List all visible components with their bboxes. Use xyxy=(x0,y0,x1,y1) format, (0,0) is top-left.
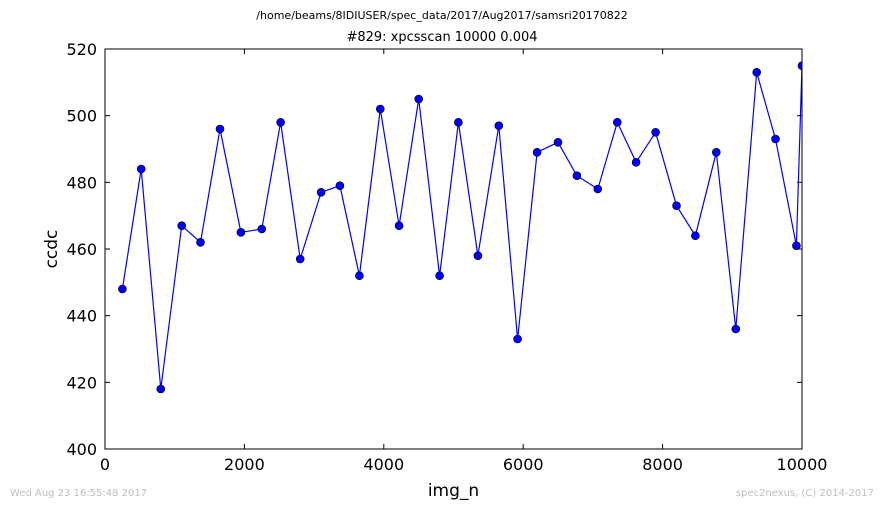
series-group xyxy=(118,61,802,394)
y-tick-label: 480 xyxy=(66,173,97,192)
data-point xyxy=(651,128,660,137)
x-tick-label: 8000 xyxy=(642,455,683,474)
chart-title: #829: xpcsscan 10000 0.004 xyxy=(346,30,538,45)
y-tick-label: 400 xyxy=(66,440,97,459)
data-point xyxy=(375,104,385,114)
data-point xyxy=(572,171,582,180)
data-point xyxy=(236,228,246,237)
data-point xyxy=(532,148,542,157)
data-point xyxy=(711,148,721,157)
timestamp: Wed Aug 23 16:55:48 2017 xyxy=(10,488,148,499)
x-tick-label: 0 xyxy=(100,455,110,474)
data-point xyxy=(177,221,186,230)
data-point xyxy=(414,94,424,104)
x-tick-label: 2000 xyxy=(224,455,265,474)
data-point xyxy=(792,241,801,250)
data-point xyxy=(691,231,700,240)
y-tick-label: 420 xyxy=(66,373,97,392)
data-point xyxy=(118,284,127,294)
data-point xyxy=(771,134,780,144)
data-point xyxy=(454,118,463,127)
data-point xyxy=(156,384,166,394)
file-path-title: /home/beams/8IDIUSER/spec_data/2017/Aug2… xyxy=(256,9,628,22)
y-tick-label: 440 xyxy=(66,307,97,326)
data-point xyxy=(672,201,681,210)
data-point xyxy=(355,271,364,281)
data-point xyxy=(631,158,641,167)
data-point xyxy=(752,68,762,77)
data-point xyxy=(797,61,802,70)
series-line xyxy=(121,65,802,390)
data-point xyxy=(215,124,225,134)
x-axis-label: img_n xyxy=(428,481,479,501)
y-axis-label: ccdc xyxy=(42,230,62,269)
x-tick-label: 6000 xyxy=(503,455,544,474)
data-point xyxy=(316,188,326,197)
data-point xyxy=(731,324,741,334)
credit-text: spec2nexus, (C) 2014-2017 xyxy=(735,488,874,499)
data-point xyxy=(257,224,267,234)
data-point xyxy=(136,164,146,174)
data-point xyxy=(612,118,622,127)
plot-frame xyxy=(104,48,803,450)
data-point xyxy=(553,138,563,147)
y-tick-label: 460 xyxy=(66,240,97,259)
data-point xyxy=(473,251,483,260)
data-point xyxy=(435,271,444,281)
x-tick-label: 10000 xyxy=(777,455,828,474)
data-point xyxy=(593,184,603,194)
data-point xyxy=(513,334,522,344)
data-point xyxy=(295,254,305,264)
data-point xyxy=(196,238,205,247)
y-tick-label: 500 xyxy=(66,107,97,126)
y-tick-label: 520 xyxy=(66,40,97,59)
data-point xyxy=(494,121,504,130)
data-point xyxy=(394,221,404,230)
data-point xyxy=(335,181,345,190)
x-tick-label: 4000 xyxy=(363,455,404,474)
data-point xyxy=(276,118,285,127)
